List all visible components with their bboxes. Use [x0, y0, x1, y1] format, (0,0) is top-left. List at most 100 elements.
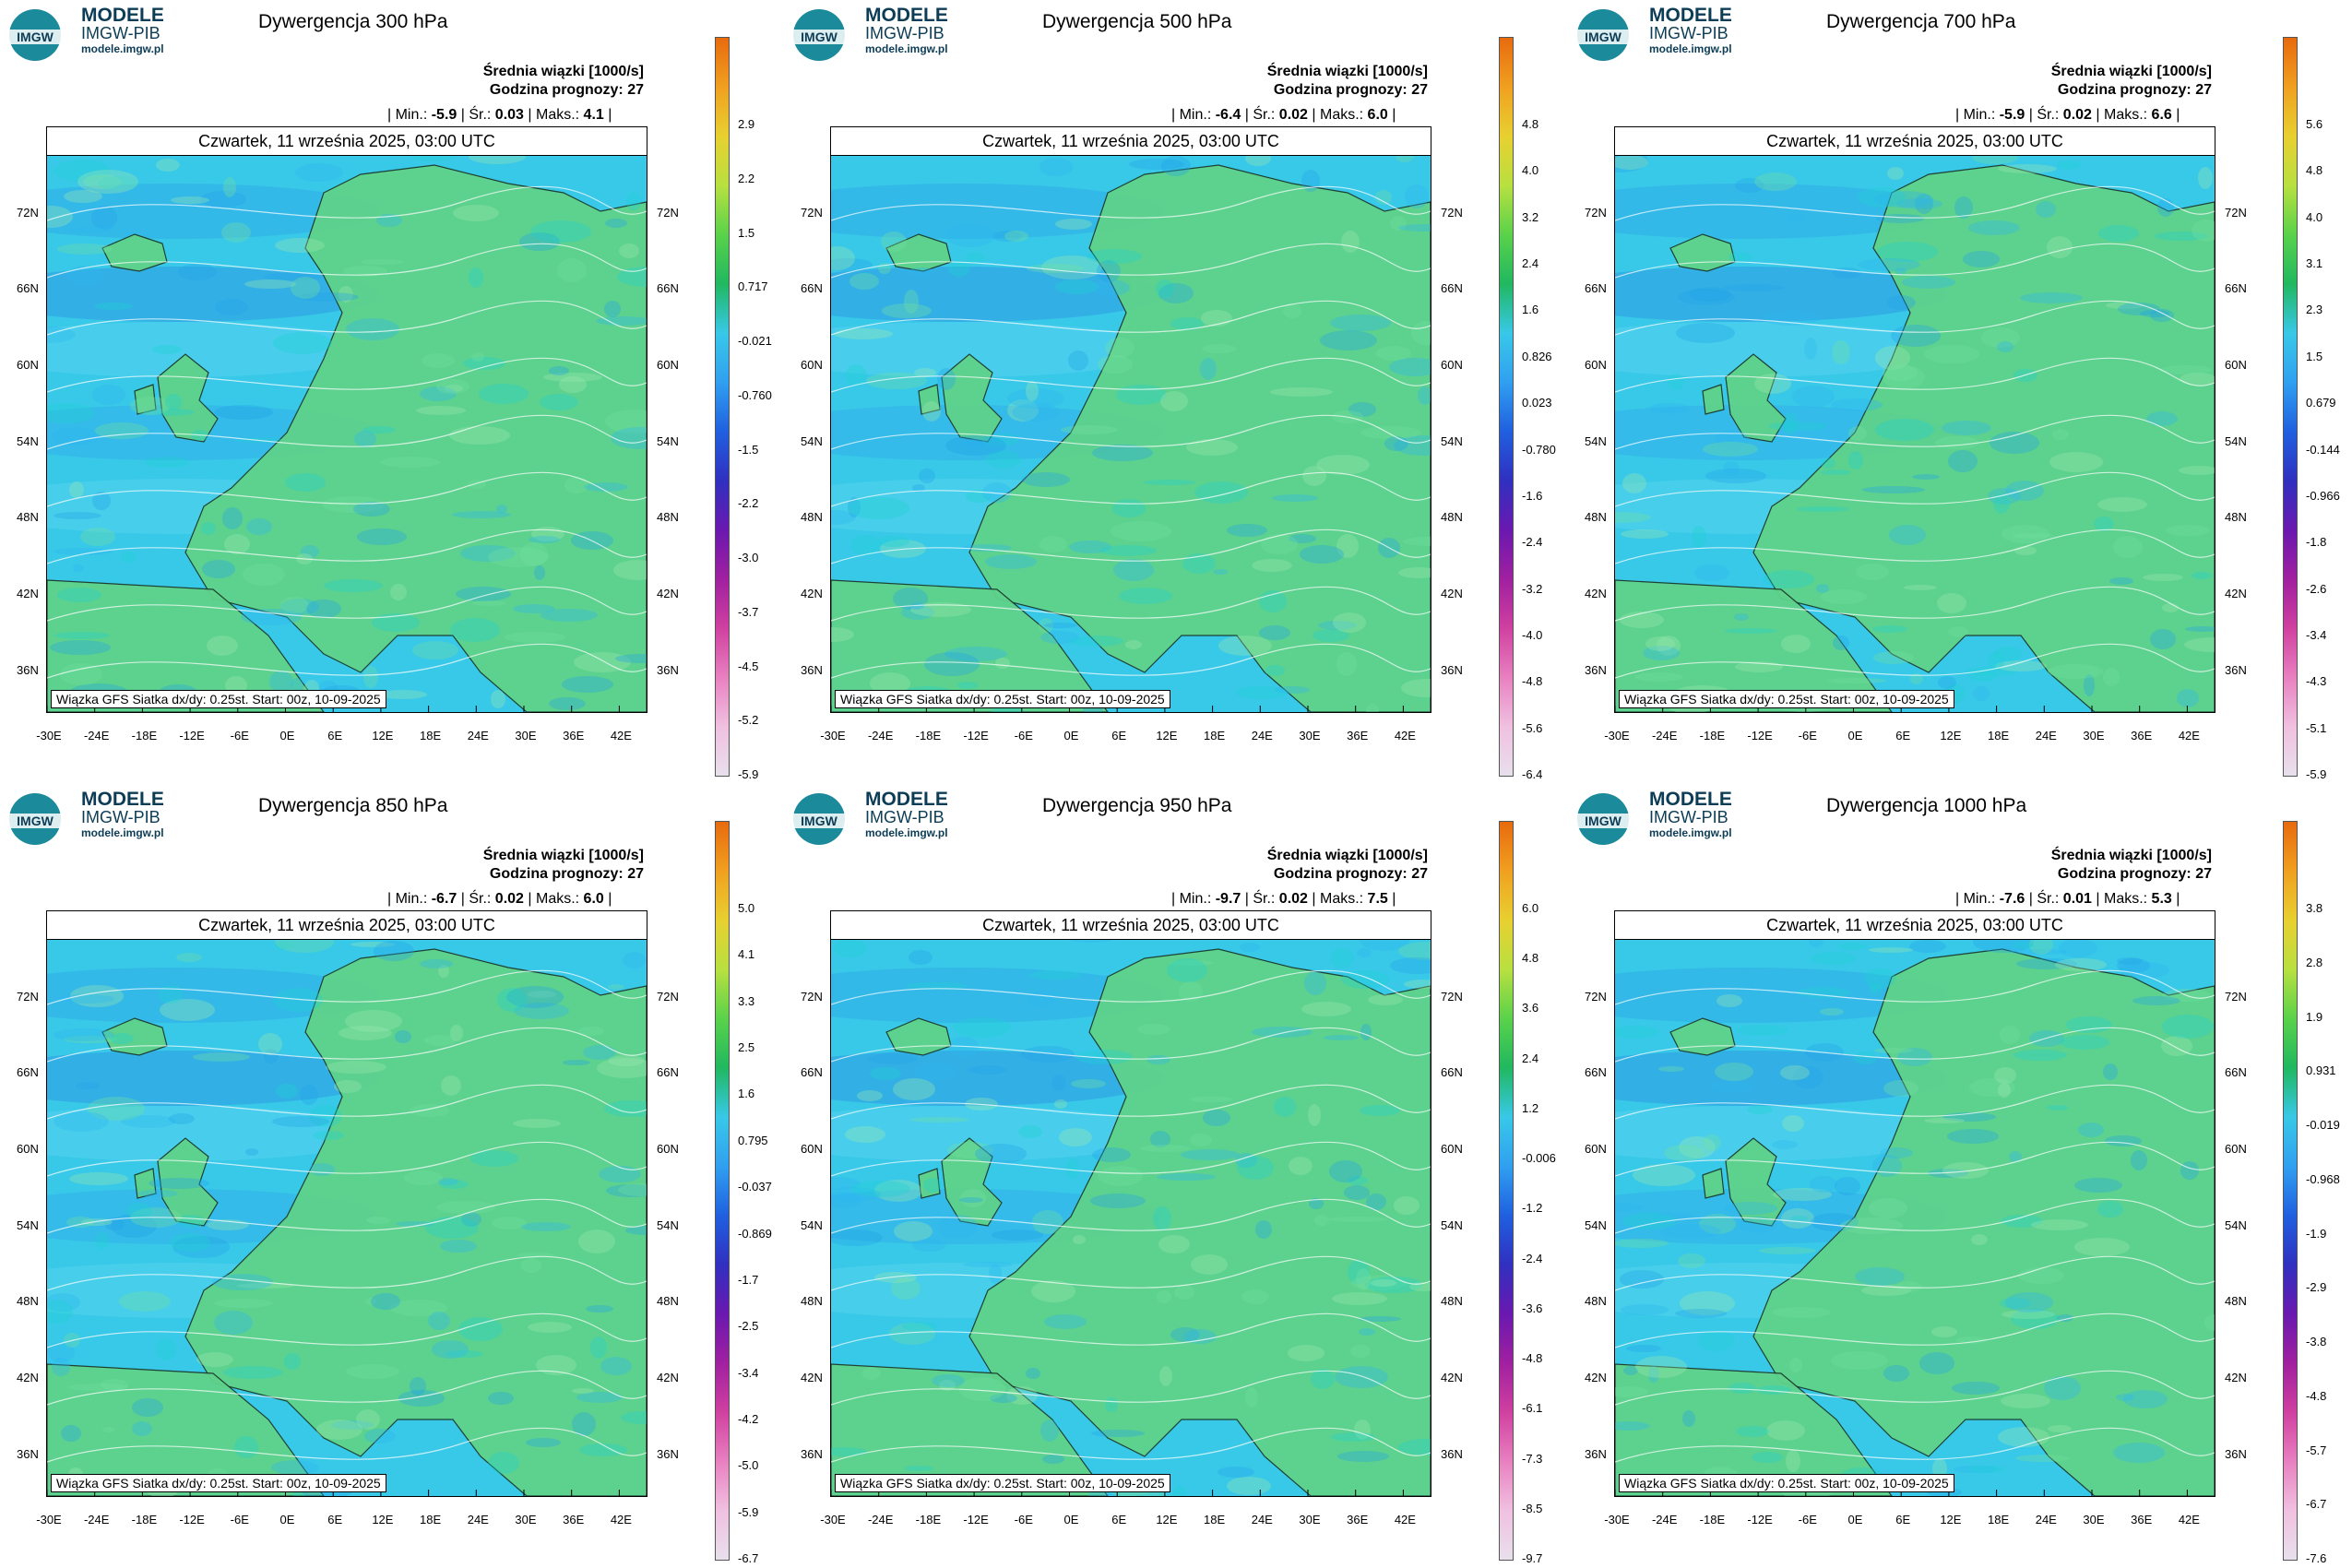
- colorbar-tick-label: -3.4: [738, 1365, 759, 1380]
- map-frame[interactable]: Czwartek, 11 września 2025, 03:00 UTC Wią…: [1614, 126, 2215, 713]
- panel-title: Dywergencja 1000 hPa: [1826, 795, 2027, 816]
- lat-label-left: 42N: [801, 1371, 823, 1384]
- forecast-hour: Godzina prognozy: 27: [1273, 82, 1428, 98]
- lon-label: -24E: [867, 1513, 894, 1526]
- divergence-map: [831, 156, 1431, 712]
- colorbar-tick-label: -2.6: [2306, 581, 2327, 596]
- lat-label-right: 60N: [657, 1142, 679, 1156]
- model-footer: Wiązka GFS Siatka dx/dy: 0.25st. Start: …: [835, 1474, 1170, 1492]
- lon-label: 24E: [1251, 729, 1273, 742]
- lon-label: 42E: [610, 1513, 632, 1526]
- imgw-logo-icon: IMGW: [7, 791, 63, 847]
- map-frame[interactable]: Czwartek, 11 września 2025, 03:00 UTC Wią…: [46, 126, 647, 713]
- colorbar: [715, 821, 730, 1561]
- forecast-hour: Godzina prognozy: 27: [1273, 866, 1428, 882]
- brand-block: MODELE IMGW-PIB modele.imgw.pl: [865, 790, 948, 839]
- lon-label: -12E: [1747, 729, 1773, 742]
- lat-label-right: 42N: [657, 1371, 679, 1384]
- lon-label: 36E: [1347, 1513, 1369, 1526]
- map-frame[interactable]: Czwartek, 11 września 2025, 03:00 UTC Wią…: [1614, 910, 2215, 1497]
- lat-label-right: 42N: [657, 587, 679, 600]
- lon-label: 36E: [2131, 729, 2153, 742]
- brand-org: IMGW-PIB: [81, 808, 160, 826]
- lat-label-left: 72N: [17, 206, 39, 220]
- colorbar-tick-label: -8.5: [1522, 1501, 1543, 1515]
- lat-label-right: 48N: [657, 510, 679, 524]
- svg-text:IMGW: IMGW: [801, 814, 837, 828]
- lat-label-left: 66N: [1585, 1065, 1607, 1079]
- lat-label-left: 66N: [17, 1065, 39, 1079]
- lat-label-left: 42N: [1585, 587, 1607, 600]
- colorbar-tick-label: -1.2: [1522, 1201, 1543, 1216]
- panel-title: Dywergencja 950 hPa: [1042, 795, 1232, 816]
- lat-label-left: 54N: [1585, 1218, 1607, 1232]
- lon-label: -6E: [1014, 729, 1033, 742]
- map-panel: IMGW MODELE IMGW-PIB modele.imgw.pl Dywergen…: [784, 784, 1568, 1568]
- colorbar-tick-label: -1.7: [738, 1272, 759, 1287]
- colorbar-tick-label: 5.0: [738, 901, 755, 915]
- lon-label: 6E: [1895, 729, 1911, 742]
- colorbar-tick-label: 5.6: [2306, 117, 2323, 131]
- brand-block: MODELE IMGW-PIB modele.imgw.pl: [1649, 6, 1732, 55]
- lon-label: 18E: [1204, 729, 1226, 742]
- colorbar-tick-label: 4.8: [1522, 951, 1539, 966]
- stats-line: | Min.: -7.6 | Śr.: 0.01 | Maks.: 5.3 |: [1955, 891, 2180, 907]
- colorbar-tick-label: 4.0: [1522, 163, 1539, 178]
- lon-label: 30E: [515, 1513, 537, 1526]
- lat-label-left: 54N: [17, 1218, 39, 1232]
- colorbar-tick-label: -0.966: [2306, 488, 2340, 503]
- colorbar-tick-label: 4.8: [1522, 117, 1539, 131]
- svg-text:IMGW: IMGW: [801, 30, 837, 44]
- forecast-hour: Godzina prognozy: 27: [2057, 82, 2212, 98]
- lon-label: 12E: [1940, 729, 1962, 742]
- lat-label-right: 72N: [2225, 990, 2247, 1004]
- colorbar: [2283, 821, 2298, 1561]
- lat-label-right: 72N: [1441, 990, 1463, 1004]
- lon-label: 30E: [2083, 1513, 2105, 1526]
- lat-label-right: 66N: [657, 281, 679, 295]
- brand-name: MODELE: [81, 789, 164, 810]
- colorbar-tick-label: 2.5: [738, 1040, 755, 1055]
- lat-label-right: 36N: [2225, 663, 2247, 677]
- lon-label: 6E: [1895, 1513, 1911, 1526]
- brand-url: modele.imgw.pl: [81, 42, 164, 55]
- colorbar-tick-label: -0.869: [738, 1226, 772, 1241]
- brand-org: IMGW-PIB: [865, 808, 944, 826]
- colorbar-tick-label: -1.5: [738, 442, 759, 457]
- lat-label-right: 48N: [1441, 1294, 1463, 1308]
- lat-label-left: 72N: [17, 990, 39, 1004]
- lon-label: 0E: [279, 1513, 295, 1526]
- colorbar-tick-label: -6.7: [738, 1551, 759, 1565]
- map-frame[interactable]: Czwartek, 11 września 2025, 03:00 UTC Wią…: [830, 910, 1431, 1497]
- colorbar-tick-label: -5.7: [2306, 1443, 2327, 1457]
- brand-org: IMGW-PIB: [865, 24, 944, 42]
- lon-label: 12E: [372, 729, 394, 742]
- panel-title: Dywergencja 500 hPa: [1042, 11, 1232, 32]
- brand-name: MODELE: [81, 5, 164, 26]
- colorbar-tick-label: 1.6: [738, 1087, 755, 1101]
- brand-name: MODELE: [1649, 5, 1732, 26]
- divergence-map: [831, 940, 1431, 1496]
- brand-url: modele.imgw.pl: [81, 826, 164, 839]
- panel-title: Dywergencja 300 hPa: [258, 11, 448, 32]
- panel-title: Dywergencja 850 hPa: [258, 795, 448, 816]
- colorbar-tick-label: -1.8: [2306, 535, 2327, 550]
- map-frame[interactable]: Czwartek, 11 września 2025, 03:00 UTC Wią…: [46, 910, 647, 1497]
- colorbar-tick-label: 6.0: [1522, 901, 1539, 915]
- model-footer: Wiązka GFS Siatka dx/dy: 0.25st. Start: …: [51, 690, 386, 708]
- lat-label-right: 54N: [1441, 434, 1463, 448]
- colorbar-tick-label: -4.0: [1522, 627, 1543, 642]
- lon-label: -6E: [1798, 1513, 1817, 1526]
- lon-label: 6E: [327, 1513, 343, 1526]
- colorbar-tick-label: -5.1: [2306, 720, 2327, 735]
- map-panel: IMGW MODELE IMGW-PIB modele.imgw.pl Dywergen…: [784, 0, 1568, 784]
- colorbar-tick-label: -3.8: [2306, 1335, 2327, 1348]
- brand-block: MODELE IMGW-PIB modele.imgw.pl: [81, 790, 164, 839]
- colorbar-tick-label: 4.0: [2306, 209, 2323, 224]
- svg-text:IMGW: IMGW: [1585, 30, 1621, 44]
- map-frame[interactable]: Czwartek, 11 września 2025, 03:00 UTC Wią…: [830, 126, 1431, 713]
- lat-label-right: 72N: [657, 206, 679, 220]
- colorbar-tick-label: 1.9: [2306, 1009, 2323, 1024]
- imgw-logo-icon: IMGW: [791, 791, 847, 847]
- colorbar-tick-label: 2.9: [738, 117, 755, 131]
